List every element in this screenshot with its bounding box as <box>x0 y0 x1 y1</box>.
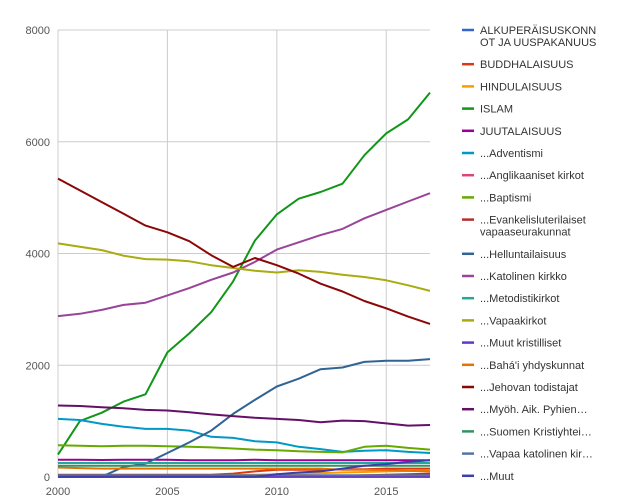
legend-label: ...Bahá'i yhdyskunnat <box>480 360 584 372</box>
legend-label: ...Metodistikirkot <box>480 293 559 305</box>
y-axis: 0 2000 4000 6000 8000 <box>26 25 50 484</box>
legend-label: ...Muut <box>480 471 514 483</box>
y-tick-label: 0 <box>44 472 50 484</box>
series-line-4 <box>58 458 430 462</box>
legend-label: ...Myöh. Aik. Pyhien… <box>480 404 588 416</box>
y-tick-label: 4000 <box>26 249 50 261</box>
x-tick-label: 2010 <box>265 486 289 498</box>
x-tick-label: 2000 <box>46 486 70 498</box>
legend-label: ALKUPERÄISUSKONN <box>480 25 596 37</box>
series-line-14 <box>57 466 431 473</box>
legend-label: ...Katolinen kirkko <box>480 271 567 283</box>
legend-item: ...Katolinen kirkko <box>462 271 567 283</box>
x-axis: 2000 2005 2010 2015 <box>46 486 399 498</box>
series-line-7 <box>57 444 431 454</box>
legend-item: HINDULAISUUS <box>462 81 562 93</box>
legend-label: ...Baptismi <box>480 192 531 204</box>
legend-item: BUDDHALAISUUS <box>462 59 574 71</box>
legend-label: vapaaseurakunnat <box>480 227 571 239</box>
legend-item: ...Anglikaaniset kirkot <box>462 170 584 182</box>
gridlines <box>57 29 430 478</box>
series-line-3 <box>57 91 431 456</box>
legend-item: JUUTALAISUUS <box>462 126 562 138</box>
legend-label: ...Adventismi <box>480 148 543 160</box>
legend-item: ...Adventismi <box>462 148 543 160</box>
y-tick-label: 2000 <box>26 360 50 372</box>
series-lines <box>57 91 431 478</box>
y-tick-label: 6000 <box>26 137 50 149</box>
series-line-12 <box>57 242 431 292</box>
legend-item: ...Muut kristilliset <box>462 338 561 350</box>
legend-label: OT JA UUSPAKANUUS <box>480 37 596 49</box>
legend-item: ...Metodistikirkot <box>462 293 559 305</box>
legend-label: HINDULAISUUS <box>480 81 562 93</box>
legend-label: ISLAM <box>480 104 513 116</box>
legend-item: ...Myöh. Aik. Pyhien… <box>462 404 588 416</box>
y-tick-label: 8000 <box>26 25 50 37</box>
legend-item: ...Vapaa katolinen kir… <box>462 449 593 461</box>
legend-item: ...Muut <box>462 471 514 483</box>
legend-label: ...Helluntailaisuus <box>480 249 567 261</box>
series-line-15 <box>57 177 431 325</box>
legend-label: ...Suomen Kristiyhtei… <box>480 426 592 438</box>
legend-item: ...Bahá'i yhdyskunnat <box>462 360 584 372</box>
legend-label: ...Vapaakirkot <box>480 315 546 327</box>
legend-label: ...Muut kristilliset <box>480 338 561 350</box>
legend-item: ...Vapaakirkot <box>462 315 546 327</box>
legend-item: ...Helluntailaisuus <box>462 249 567 261</box>
legend-label: ...Jehovan todistajat <box>480 382 578 394</box>
series-line-16 <box>57 404 431 427</box>
legend-label: ...Vapaa katolinen kir… <box>480 449 593 461</box>
legend-label: ...Anglikaaniset kirkot <box>480 170 584 182</box>
series-line-10 <box>57 192 431 318</box>
legend-item: ...Jehovan todistajat <box>462 382 578 394</box>
series-line-19 <box>58 459 431 478</box>
x-tick-label: 2015 <box>374 486 398 498</box>
series-line-5 <box>57 417 431 454</box>
legend-item: ISLAM <box>462 104 513 116</box>
legend-label: ...Evankelisluterilaiset <box>480 215 586 227</box>
legend-item: ...Baptismi <box>462 192 531 204</box>
x-tick-label: 2005 <box>155 486 179 498</box>
legend-label: BUDDHALAISUUS <box>480 59 574 71</box>
legend-item: ...Suomen Kristiyhtei… <box>462 426 592 438</box>
legend-label: JUUTALAISUUS <box>480 126 562 138</box>
